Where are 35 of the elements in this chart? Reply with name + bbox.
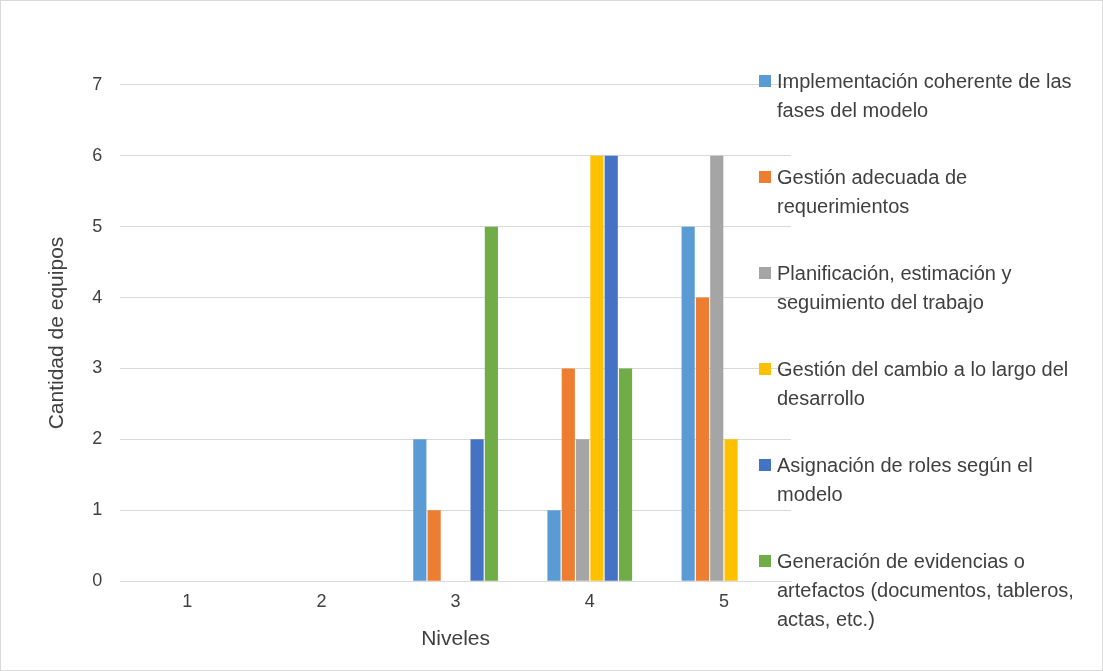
- y-tick-label: 5: [92, 215, 103, 236]
- y-axis-title: Cantidad de equipos: [44, 236, 68, 430]
- y-tick-label: 6: [92, 144, 103, 165]
- y-tick-label: 1: [92, 499, 103, 520]
- x-axis-title: Niveles: [421, 626, 491, 650]
- legend-label: Gestión del cambio a lo largo del desarrollo: [777, 357, 1070, 411]
- y-tick-label: 2: [92, 428, 103, 449]
- bar: [695, 297, 710, 581]
- bar: [681, 226, 695, 581]
- bar: [470, 439, 484, 581]
- legend-label: Gestión adecuada de requerimientos: [777, 165, 969, 219]
- x-tick-label: 4: [584, 590, 595, 611]
- y-tick-label: 4: [92, 286, 103, 307]
- bar: [427, 510, 441, 581]
- x-tick-label: 1: [182, 590, 193, 611]
- bar: [561, 368, 575, 581]
- legend-label: Planificación, estimación y seguimiento del trabajo: [777, 261, 1013, 315]
- bar: [413, 439, 427, 581]
- y-tick-label: 0: [92, 570, 103, 591]
- x-tick-label: 2: [316, 590, 327, 611]
- legend-label: Asignación de roles según el modelo: [777, 453, 1034, 507]
- bar: [604, 155, 618, 581]
- bar: [710, 155, 724, 581]
- bar: [618, 368, 633, 581]
- bar: [576, 439, 590, 581]
- bar: [547, 510, 561, 581]
- y-tick-label: 3: [92, 357, 103, 378]
- y-tick-label: 7: [92, 73, 103, 94]
- x-tick-label: 5: [718, 590, 729, 611]
- bar: [590, 155, 604, 581]
- x-tick-label: 3: [450, 590, 461, 611]
- bar: [724, 439, 738, 581]
- bar: [484, 226, 498, 581]
- legend-label: Implementación coherente de las fases del modelo: [777, 69, 1073, 123]
- legend-label: Generación de evidencias o artefactos (documentos, tableros, actas, etc.): [777, 549, 1075, 632]
